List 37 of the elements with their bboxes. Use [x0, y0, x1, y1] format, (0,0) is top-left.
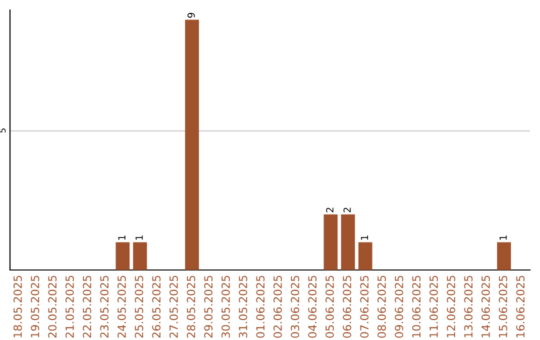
x-tick-label: 16.06.2025: [516, 276, 525, 338]
x-tick-label: 13.06.2025: [464, 276, 473, 338]
data-label: 9: [187, 12, 195, 18]
data-label: 1: [500, 236, 507, 240]
x-tick-label: 04.06.2025: [308, 276, 317, 338]
x-tick-label: 11.06.2025: [429, 276, 438, 338]
x-tick-label: 14.06.2025: [481, 276, 490, 338]
x-tick-label: 15.06.2025: [498, 276, 508, 338]
data-label: 1: [136, 236, 143, 240]
x-tick-label: 26.05.2025: [152, 276, 161, 338]
x-tick-label: 28.05.2025: [186, 276, 196, 338]
x-tick-label: 30.05.2025: [221, 276, 230, 338]
x-tick-label: 08.06.2025: [377, 276, 386, 338]
x-tick-label: 06.06.2025: [342, 276, 352, 338]
data-label: 1: [118, 236, 126, 240]
x-tick-label: 27.05.2025: [169, 276, 178, 338]
x-tick-label: 20.05.2025: [48, 276, 57, 338]
x-tick-label: 31.05.2025: [238, 276, 248, 338]
x-tick-label: 12.06.2025: [446, 276, 456, 338]
x-tick-label: 22.05.2025: [82, 276, 92, 338]
x-tick-label: 29.05.2025: [204, 276, 213, 338]
data-label: 1: [360, 236, 368, 240]
x-tick-label: 24.05.2025: [117, 276, 126, 338]
x-tick-label: 18.05.2025: [13, 276, 22, 338]
x-tick-label: 05.06.2025: [325, 276, 334, 338]
x-tick-label: 07.06.2025: [360, 276, 369, 338]
x-tick-label: 01.06.2025: [256, 276, 265, 338]
x-tick-label: 19.05.2025: [30, 276, 40, 338]
x-tick-label: 09.06.2025: [394, 276, 404, 338]
data-label: 2: [343, 208, 351, 212]
x-tick-label: 25.05.2025: [134, 276, 144, 338]
x-tick-label: 23.05.2025: [100, 276, 109, 338]
x-tick-label: 21.05.2025: [65, 276, 74, 338]
x-tick-label: 02.06.2025: [273, 276, 282, 338]
x-tick-label: 10.06.2025: [412, 276, 421, 338]
data-label: 2: [326, 208, 334, 212]
x-tick-label: 03.06.2025: [290, 276, 300, 338]
